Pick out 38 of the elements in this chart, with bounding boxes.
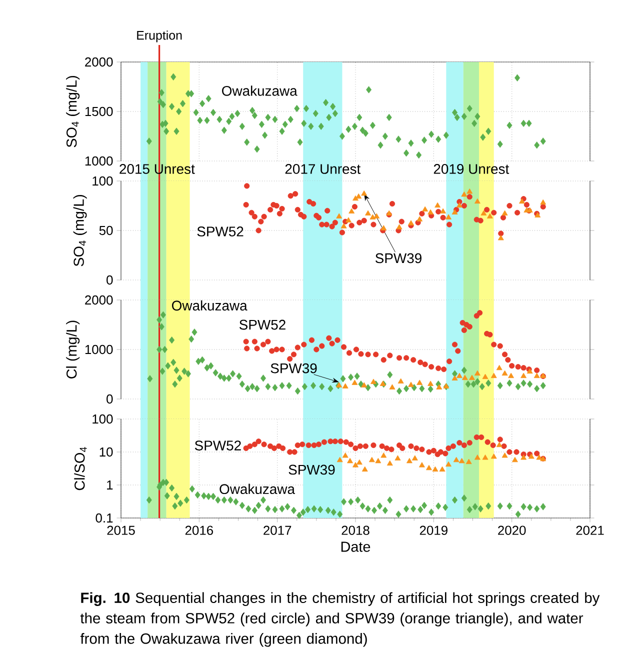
x-tick-label: 2015	[107, 526, 135, 535]
y-axis-title: Cl/SO$_{4}$	[74, 446, 87, 490]
y-tick-label: 1	[107, 480, 113, 490]
series-label: SPW39	[288, 464, 335, 475]
y-tick-label: 1000	[85, 344, 113, 354]
series-label: Owakuzawa	[172, 300, 248, 311]
y-tick-label: 50	[99, 226, 113, 236]
x-tick-label: 2016	[185, 526, 214, 535]
y-tick-label: 1500	[85, 106, 113, 116]
series-label: SPW52	[239, 320, 286, 330]
x-tick-label: 2019	[420, 526, 448, 535]
text: Fig. 10 Sequential changes in the chemistry of artificial hot springs created by the steam from SPW52 (red circle) and SPW39 (orange triangle), and water from the Owakuzawa river (green diamond)	[80, 592, 600, 647]
series-label: SPW39	[375, 253, 422, 264]
x-tick-label: 2021	[576, 526, 604, 535]
x-tick-label: 2020	[498, 526, 526, 535]
y-tick-label: 0	[106, 394, 113, 404]
y-axis-title: Cl (mg/L)	[66, 320, 80, 378]
series-label: SPW52	[197, 226, 244, 236]
y-tick-label: 100	[92, 176, 113, 186]
band-label: 2019 Unrest	[434, 164, 510, 174]
y-tick-label: 0	[106, 275, 113, 285]
series-label: Owakuzawa	[222, 86, 298, 96]
x-axis-title: Date	[341, 542, 370, 552]
y-tick-label: 10	[100, 447, 113, 457]
x-tick-label: 2018	[342, 526, 370, 535]
y-tick-label: 1000	[85, 156, 113, 166]
y-tick-label: 0.1	[96, 513, 113, 523]
band-label: 2017 Unrest	[285, 164, 361, 174]
x-tick-label: 2017	[264, 526, 292, 535]
y-axis-title: SO$_{4}$ (mg/L)	[73, 195, 87, 266]
y-tick-label: 2000	[85, 295, 113, 305]
series-label: Owakuzawa	[220, 484, 295, 494]
y-axis-title: SO$_{4}$ (mg/L)	[66, 76, 80, 148]
series-label: SPW52	[194, 440, 241, 450]
ref-line-label: Eruption	[137, 30, 182, 42]
series-label: SPW39	[270, 363, 317, 374]
y-tick-label: 100	[92, 414, 113, 424]
y-tick-label: 2000	[85, 57, 113, 67]
